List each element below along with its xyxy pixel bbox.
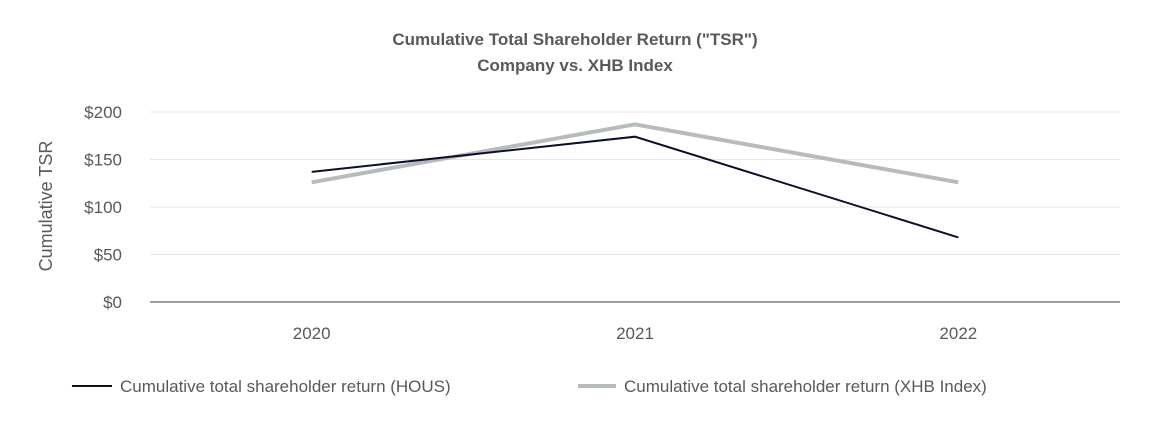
- y-tick-label: $0: [103, 293, 122, 312]
- gridlines: [150, 111, 1120, 303]
- legend-item-xhb-index: Cumulative total shareholder return (XHB…: [578, 377, 987, 396]
- series-line-xhb-index: [311, 122, 959, 185]
- y-tick-label: $200: [84, 103, 122, 122]
- x-axis-ticks: 2020 2021 2022: [293, 324, 977, 343]
- chart-title: Cumulative Total Shareholder Return ("TS…: [392, 30, 757, 49]
- x-tick-label: 2020: [293, 324, 331, 343]
- legend-label: Cumulative total shareholder return (XHB…: [624, 377, 987, 396]
- y-tick-label: $100: [84, 198, 122, 217]
- series-lines: [311, 122, 959, 239]
- y-tick-label: $150: [84, 151, 122, 170]
- x-tick-label: 2021: [616, 324, 654, 343]
- y-axis-ticks: $0 $50 $100 $150 $200: [84, 103, 122, 312]
- legend-item-hous: Cumulative total shareholder return (HOU…: [72, 377, 451, 396]
- x-tick-label: 2022: [939, 324, 977, 343]
- legend-label: Cumulative total shareholder return (HOU…: [120, 377, 451, 396]
- legend: Cumulative total shareholder return (HOU…: [72, 377, 987, 396]
- y-tick-label: $50: [94, 246, 122, 265]
- y-axis-label: Cumulative TSR: [36, 141, 56, 272]
- chart-subtitle: Company vs. XHB Index: [477, 56, 673, 75]
- series-line-hous: [311, 135, 959, 239]
